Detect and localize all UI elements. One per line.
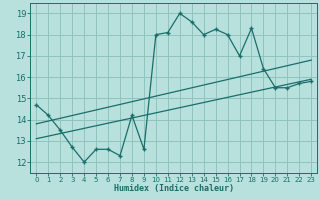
X-axis label: Humidex (Indice chaleur): Humidex (Indice chaleur) — [114, 184, 234, 193]
